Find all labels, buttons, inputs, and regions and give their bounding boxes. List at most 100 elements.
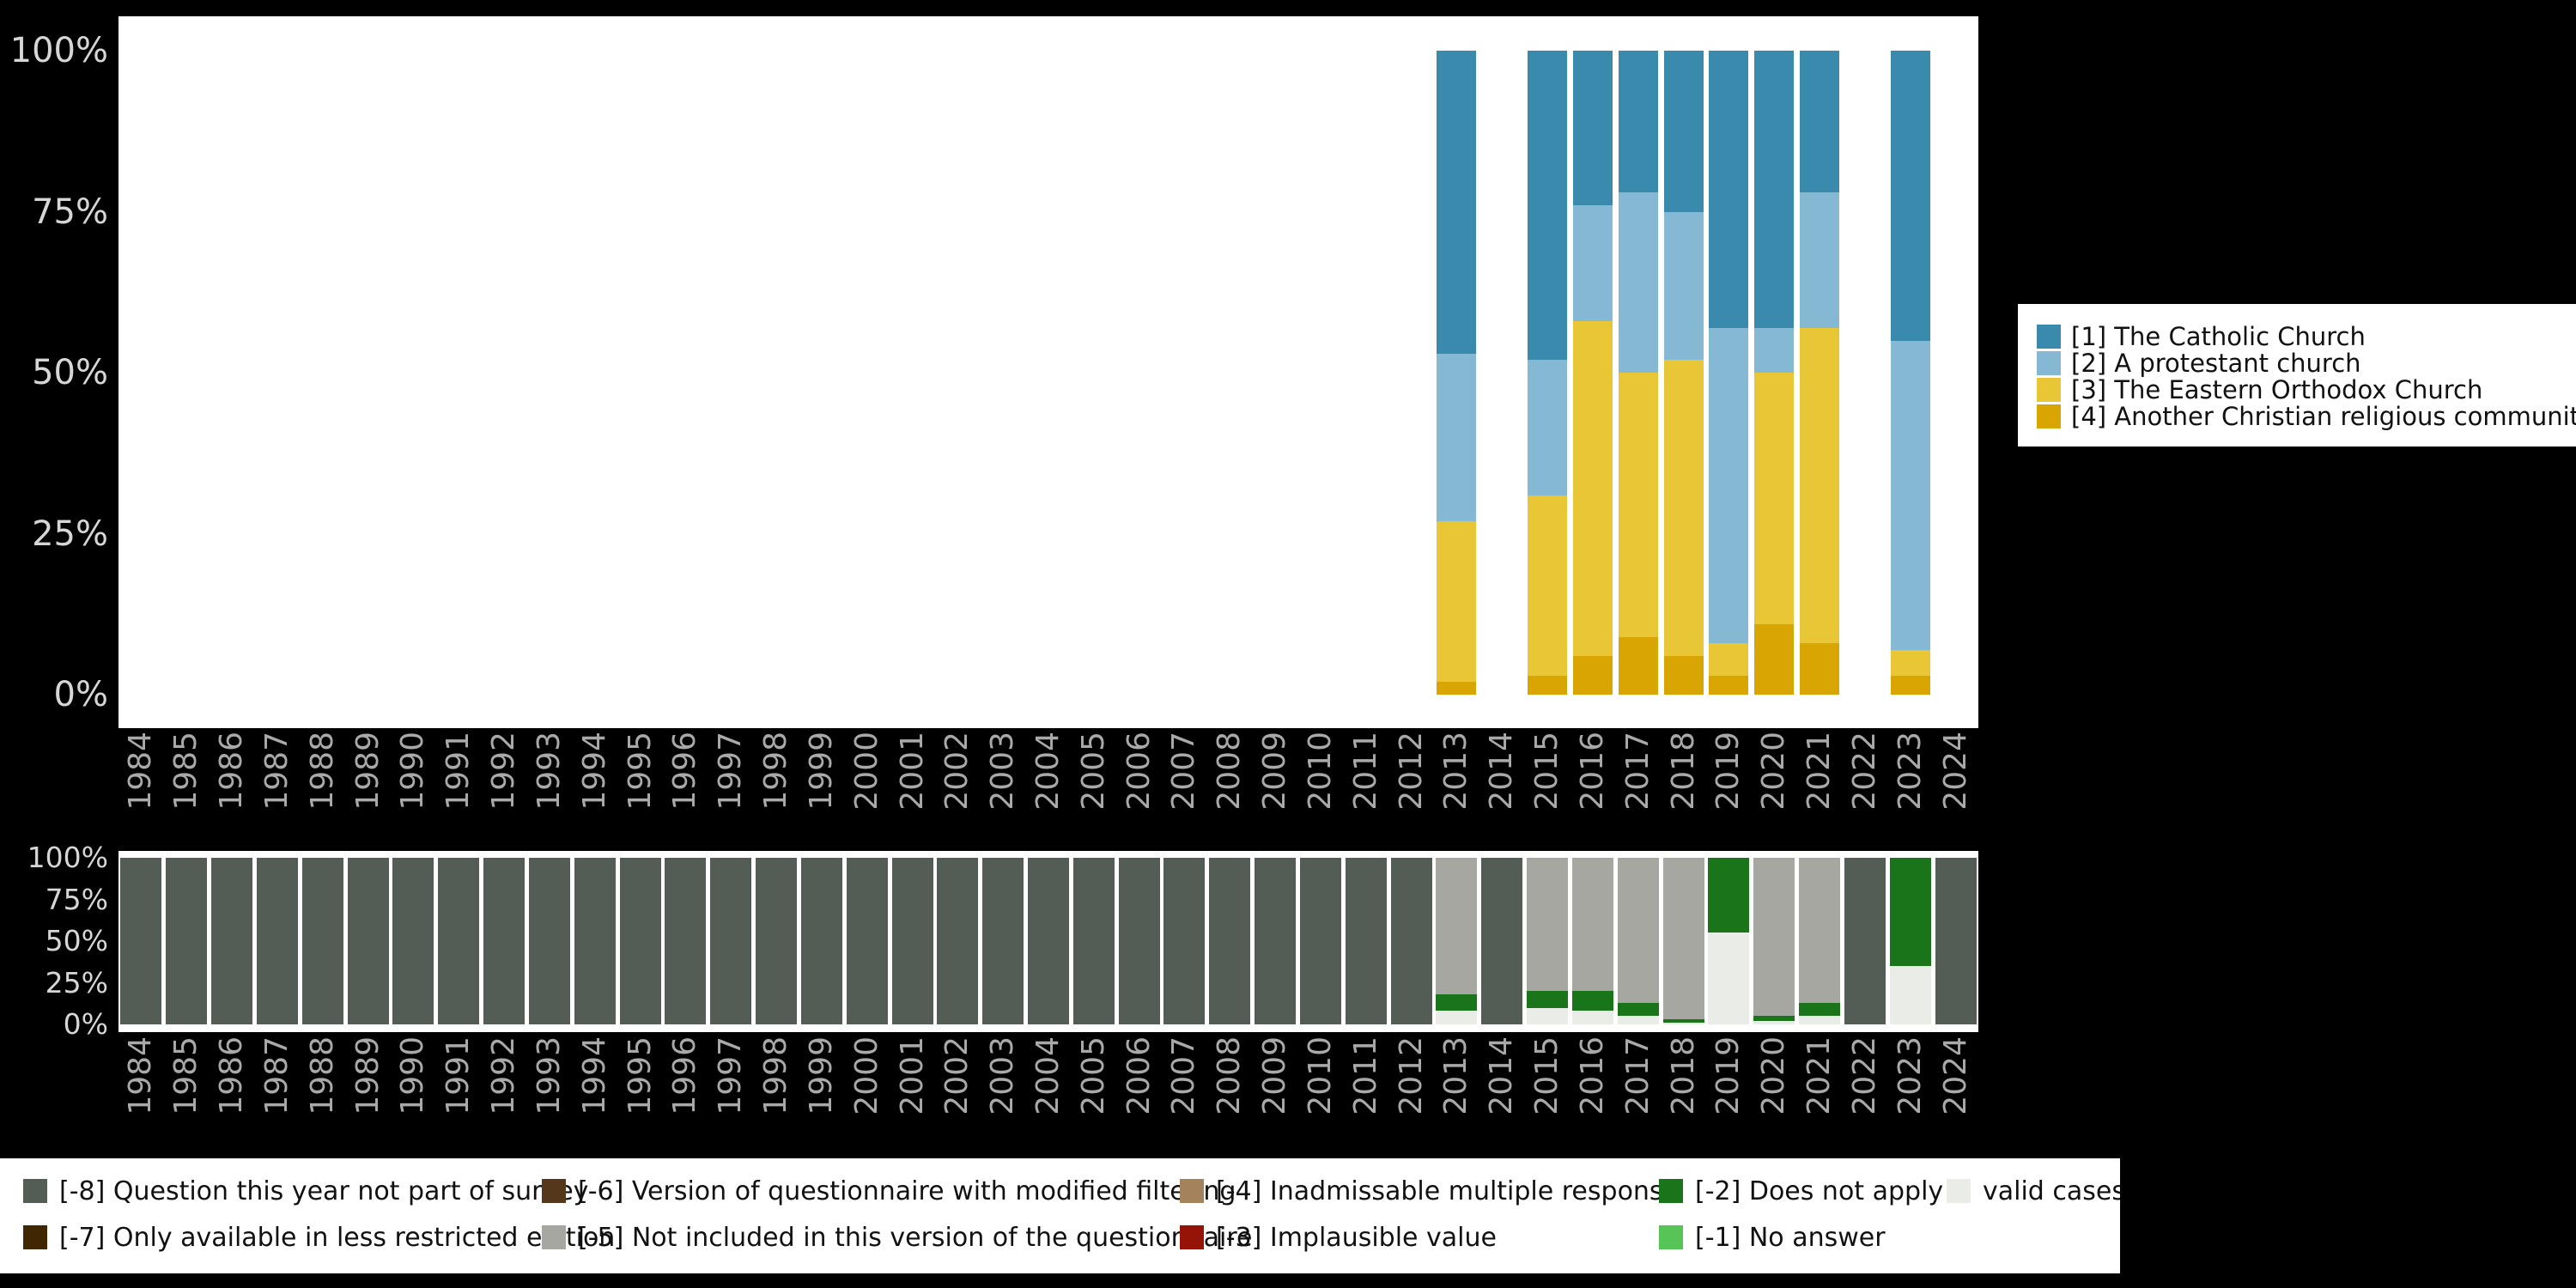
x-tick-label-2019: 2019 [1710,732,1747,811]
bar-segment [1889,858,1931,967]
x-tick-label-2024: 2024 [1937,732,1973,811]
missing-legend-item: [-7] Only available in less restricted e… [23,1222,616,1253]
x-tick-label-2021: 2021 [1801,1036,1838,1115]
bar-2020 [1753,858,1795,1024]
bar-segment [1935,858,1977,1024]
bar-segment [710,858,752,1024]
x-tick-label-2006: 2006 [1121,732,1157,811]
bar-1989 [347,858,389,1024]
x-tick-label-2004: 2004 [1030,732,1066,811]
x-tick-label-2001: 2001 [894,732,930,811]
bar-1999 [800,858,842,1024]
bar-1992 [483,858,526,1024]
bar-segment [392,858,434,1024]
bar-segment [1890,340,1930,650]
x-tick-label-1990: 1990 [395,1036,431,1115]
legend-label: [-7] Only available in less restricted e… [59,1222,616,1253]
bar-2018 [1662,858,1704,1024]
x-tick-label-2012: 2012 [1393,1036,1429,1115]
bar-2011 [1345,858,1387,1024]
bar-segment [1528,675,1568,695]
bar-1984 [120,858,162,1024]
bar-1995 [619,858,661,1024]
bar-segment [1437,682,1477,695]
bar-2015 [1527,858,1569,1024]
bar-segment [1571,991,1613,1012]
y-tick-label: 0% [53,675,108,714]
bar-segment [800,858,842,1024]
bar-segment [1709,327,1749,643]
bar-segment [574,858,616,1024]
bar-1997 [710,858,752,1024]
legend-label: [-3] Implausible value [1216,1222,1497,1253]
bar-segment [1754,373,1795,624]
x-tick-label-1991: 1991 [440,1036,477,1115]
bar-1996 [665,858,707,1024]
bar-segment [619,858,661,1024]
distribution-chart-panel [118,16,1978,728]
legend-swatch-icon [1180,1225,1204,1249]
y-tick-label: 100% [9,31,108,70]
bar-segment [1753,1021,1795,1024]
missing-legend-item: [-2] Does not apply [1659,1176,1943,1206]
y-tick-label: 0% [63,1007,108,1042]
bar-2023 [1889,858,1931,1024]
bar-segment [1708,858,1750,933]
bar-segment [1890,649,1930,676]
legend-swatch-icon [1659,1179,1683,1203]
x-tick-label-2013: 2013 [1438,1036,1474,1115]
bar-1993 [528,858,570,1024]
bar-2006 [1118,858,1160,1024]
bar-1994 [574,858,616,1024]
bar-segment [1437,520,1477,682]
bar-segment [1662,1019,1704,1024]
bar-segment [1255,858,1297,1024]
bar-segment [1800,643,1840,695]
bar-segment [1618,373,1658,637]
bar-2015 [1528,51,1568,695]
bar-2019 [1709,51,1749,695]
x-tick-label-2014: 2014 [1484,1036,1520,1115]
x-tick-label-1985: 1985 [168,732,204,811]
x-tick-label-2022: 2022 [1846,732,1882,811]
bar-2010 [1299,858,1341,1024]
bar-2013 [1437,51,1477,695]
bar-2005 [1072,858,1115,1024]
bar-2016 [1572,51,1613,695]
legend-label: [-5] Not included in this version of the… [578,1222,1253,1253]
bar-1985 [166,858,208,1024]
bar-segment [1617,858,1659,1003]
bar-segment [1889,966,1931,1024]
x-tick-label-2009: 2009 [1257,732,1293,811]
legend-label: [-1] No answer [1695,1222,1886,1253]
x-tick-label-2000: 2000 [848,1036,884,1115]
bar-segment [1663,360,1704,656]
x-tick-label-2011: 2011 [1347,732,1383,811]
bar-segment [1617,1002,1659,1017]
x-tick-label-2023: 2023 [1892,732,1928,811]
bar-segment [1299,858,1341,1024]
x-tick-label-2008: 2008 [1212,732,1248,811]
bar-segment [1436,858,1478,995]
bar-segment [347,858,389,1024]
bar-2012 [1390,858,1432,1024]
bar-segment [301,858,343,1024]
legend-label: [-8] Question this year not part of surv… [59,1176,589,1206]
legend-item: [2] A protestant church [2037,349,2576,378]
x-tick-label-2002: 2002 [939,1036,975,1115]
x-tick-label-1995: 1995 [622,732,658,811]
bar-segment [1436,994,1478,1012]
y-tick-label: 25% [45,965,108,999]
bar-segment [1890,675,1930,695]
x-tick-label-1991: 1991 [440,732,477,811]
x-tick-label-1999: 1999 [803,1036,839,1115]
x-tick-label-2010: 2010 [1302,1036,1338,1115]
x-tick-label-1996: 1996 [667,732,703,811]
bar-segment [1528,360,1568,495]
bar-segment [1800,327,1840,643]
bar-segment [1571,858,1613,992]
legend-label: [-6] Version of questionnaire with modif… [578,1176,1236,1206]
x-tick-label-2007: 2007 [1166,732,1202,811]
bar-segment [1118,858,1160,1024]
legend-item: [3] The Eastern Orthodox Church [2037,375,2576,404]
